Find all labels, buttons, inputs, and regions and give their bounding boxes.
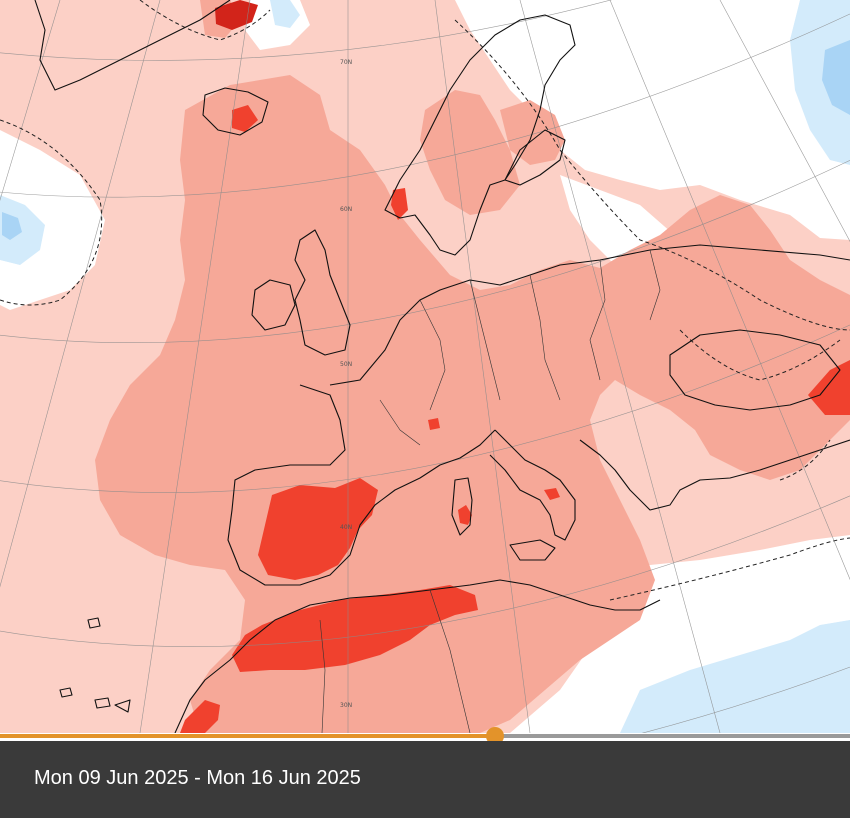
cool-anomaly-regions: [0, 0, 850, 733]
date-range-label: Mon 09 Jun 2025 - Mon 16 Jun 2025: [34, 767, 361, 789]
temperature-anomaly-map: 70N 60N 50N 40N 30N: [0, 0, 850, 733]
graticule-labels: 70N 60N 50N 40N 30N: [340, 59, 352, 709]
extreme-anomaly-cores: [215, 0, 258, 30]
label-50n: 50N: [340, 361, 352, 368]
label-40n: 40N: [340, 524, 352, 531]
label-30n: 30N: [340, 702, 352, 709]
anomaly-contours: [0, 0, 850, 601]
label-70n: 70N: [340, 59, 352, 66]
timeline-slider[interactable]: [0, 727, 850, 745]
timeline-progress: [0, 734, 495, 738]
graticule: [0, 0, 850, 733]
cooler-anomaly-regions: [2, 40, 850, 240]
label-60n: 60N: [340, 206, 352, 213]
date-footer: Mon 09 Jun 2025 - Mon 16 Jun 2025: [0, 741, 850, 818]
timeline-handle[interactable]: [486, 727, 504, 745]
coastlines: [34, 0, 850, 733]
